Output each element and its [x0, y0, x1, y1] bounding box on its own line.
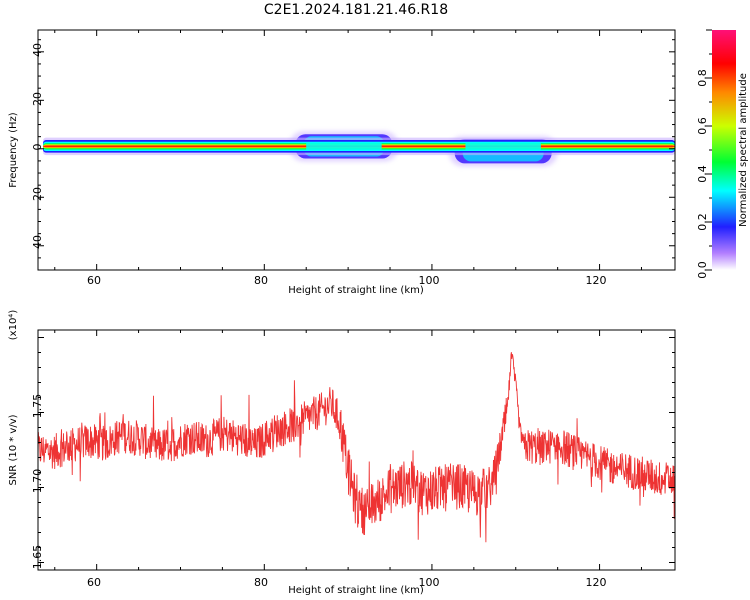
spectrogram-ticks [38, 30, 675, 271]
spectrogram-frame [37, 29, 676, 271]
snr-ticks [38, 330, 675, 570]
x-axis-label: Height of straight line (km) [288, 585, 424, 596]
y-axis-multiplier: (x10⁴) [8, 310, 19, 341]
x-tick-label: 120 [586, 576, 607, 589]
y-axis-label: Frequency (Hz) [8, 112, 19, 188]
snr-line [38, 352, 675, 543]
y-tick-label: 1.75 [31, 394, 44, 419]
y-tick-label: -20 [31, 187, 44, 205]
spectrogram-panel: 60 80 100 120 Height of straight line (k… [8, 29, 676, 296]
x-tick-label: 80 [254, 274, 268, 287]
colorbar: 0.0 0.2 0.4 0.6 0.8 Normalized spectral … [696, 29, 749, 279]
y-tick-label: 40 [31, 43, 44, 57]
band-gap [465, 142, 541, 150]
x-tick-label: 100 [419, 576, 440, 589]
snr-series [38, 352, 675, 543]
colorbar-ticks [706, 29, 712, 271]
x-tick-label: 120 [586, 274, 607, 287]
colorbar-gradient [712, 30, 736, 270]
y-tick-label: 20 [31, 92, 44, 106]
colorbar-tick-label: 0.6 [696, 117, 709, 135]
y-tick-label: -40 [31, 235, 44, 253]
x-tick-label: 60 [87, 274, 101, 287]
y-tick-label: 1.65 [31, 545, 44, 570]
colorbar-tick-label: 0.4 [696, 165, 709, 183]
y-tick-label: 1.70 [31, 469, 44, 494]
snr-frame [37, 329, 676, 571]
x-axis-label: Height of straight line (km) [288, 285, 424, 296]
spectrogram-heatmap [43, 131, 675, 167]
colorbar-tick-label: 0.2 [696, 213, 709, 231]
y-tick-label: 0 [31, 144, 44, 151]
x-tick-label: 100 [419, 274, 440, 287]
y-axis-label: SNR (10 * v/v) [8, 414, 19, 485]
colorbar-label: Normalized spectral amplitude [738, 73, 749, 227]
colorbar-tick-label: 0.8 [696, 69, 709, 87]
x-tick-label: 80 [254, 576, 268, 589]
snr-panel: 60 80 100 120 Height of straight line (k… [8, 310, 676, 596]
colorbar-tick-label: 0.0 [696, 261, 709, 279]
band-gap [306, 142, 382, 150]
x-tick-label: 60 [87, 576, 101, 589]
chart-title: C2E1.2024.181.21.46.R18 [264, 2, 448, 18]
